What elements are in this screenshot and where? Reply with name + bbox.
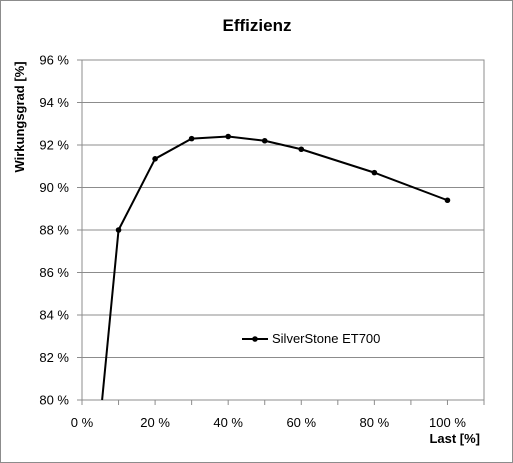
x-axis-label: Last [%] <box>429 431 480 446</box>
x-tick-label: 20 % <box>140 415 170 430</box>
data-point <box>298 146 305 153</box>
y-tick-label: 92 % <box>39 138 69 153</box>
legend-marker <box>252 336 258 342</box>
grid-lines <box>82 102 484 358</box>
y-tick-label: 82 % <box>39 350 69 365</box>
y-tick-label: 94 % <box>39 95 69 110</box>
x-tick-label: 60 % <box>286 415 316 430</box>
x-tick-label: 100 % <box>429 415 466 430</box>
y-tick-labels: 80 % 82 % 84 % 86 % 88 % 90 % 92 % 94 % 96 % <box>39 53 82 408</box>
y-tick-label: 96 % <box>39 53 69 68</box>
y-tick-label: 80 % <box>39 393 69 408</box>
data-point <box>115 227 122 233</box>
x-tick-labels: 0 % 20 % 40 % 60 % 80 % 100 % <box>71 400 485 430</box>
y-tick-label: 90 % <box>39 180 69 195</box>
x-tick-label: 0 % <box>71 415 94 430</box>
series-layer <box>101 133 451 401</box>
data-point <box>188 135 195 142</box>
legend-entry-label: SilverStone ET700 <box>272 331 380 346</box>
series-line <box>101 135 448 401</box>
data-point <box>152 156 158 162</box>
data-point <box>371 169 378 176</box>
chart-title: Effizienz <box>223 16 292 35</box>
y-tick-label: 86 % <box>39 265 69 280</box>
legend: SilverStone ET700 <box>242 331 380 346</box>
x-tick-label: 80 % <box>360 415 390 430</box>
y-tick-label: 88 % <box>39 223 69 238</box>
data-point <box>444 197 451 204</box>
x-tick-label: 40 % <box>213 415 243 430</box>
y-tick-label: 84 % <box>39 308 69 323</box>
data-point <box>261 137 268 144</box>
y-axis-label: Wirkungsgrad [%] <box>12 61 27 172</box>
data-point <box>225 133 231 140</box>
